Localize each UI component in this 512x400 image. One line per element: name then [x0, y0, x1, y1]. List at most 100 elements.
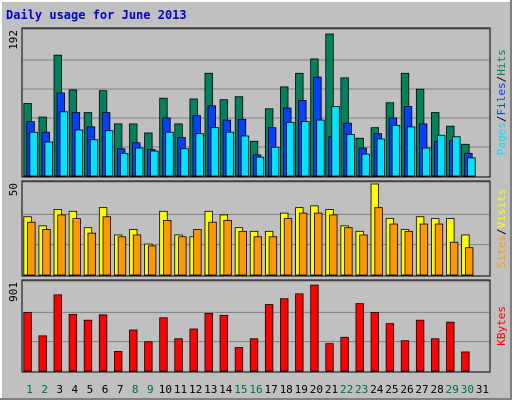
bar-pages-day-20 [316, 119, 325, 177]
legend-text: KBytes [495, 306, 508, 346]
bar-sites-day-15 [238, 230, 247, 276]
x-tick-label: 23 [355, 383, 368, 396]
bar-pages-day-12 [195, 133, 204, 177]
bar-pages-day-21 [331, 106, 340, 177]
x-tick-label: 5 [87, 383, 94, 396]
x-tick-label: 19 [295, 383, 308, 396]
bar-pages-day-4 [74, 129, 84, 177]
bar-pages-day-29 [452, 136, 461, 177]
bar-pages-day-6 [104, 130, 114, 177]
legend-separator: / [495, 228, 508, 235]
bar-sites-day-25 [389, 223, 398, 276]
bar-kbytes-day-19 [295, 293, 304, 372]
bar-kbytes-day-21 [325, 343, 334, 372]
y-max-label: 50 [7, 183, 20, 196]
bar-pages-day-7 [120, 152, 129, 177]
legend-separator: / [495, 116, 508, 123]
bar-pages-day-11 [180, 148, 189, 177]
x-tick-label: 11 [174, 383, 187, 396]
bar-pages-day-10 [165, 131, 174, 177]
panel-frame [21, 279, 491, 373]
x-tick-label: 12 [189, 383, 202, 396]
x-tick-label: 4 [72, 383, 79, 396]
x-tick-label: 25 [385, 383, 398, 396]
bar-sites-day-14 [223, 219, 232, 276]
bar-sites-day-24 [374, 207, 383, 276]
bar-pages-day-30 [467, 157, 476, 177]
x-tick-label: 14 [219, 383, 233, 396]
y-max-label: 192 [7, 30, 20, 50]
bar-kbytes-day-17 [264, 304, 274, 372]
bar-kbytes-day-7 [113, 351, 123, 372]
x-tick-label: 6 [102, 383, 109, 396]
panel-visits-sites: 50 Sites/Visits [7, 180, 508, 277]
bar-sites-day-23 [359, 234, 368, 276]
bar-kbytes-day-20 [310, 284, 319, 372]
x-tick-label: 24 [370, 383, 384, 396]
bar-kbytes-day-9 [144, 341, 153, 372]
bar-pages-day-18 [286, 121, 295, 177]
bar-kbytes-day-6 [98, 314, 108, 372]
bar-kbytes-day-13 [204, 312, 213, 372]
bar-sites-day-1 [27, 221, 36, 276]
legend-hits: Hits [495, 49, 508, 76]
bar-kbytes-day-27 [415, 319, 425, 372]
bar-kbytes-day-23 [355, 303, 364, 372]
x-tick-label: 7 [117, 383, 124, 396]
bar-pages-day-1 [29, 131, 38, 177]
bar-sites-day-12 [193, 229, 202, 276]
bar-kbytes-day-14 [219, 314, 229, 372]
legend-visits: Visits [495, 189, 508, 229]
x-axis-day-labels: 1 2 3 4 5 6 7 8 9 10 11 12 13 14 15 16 17 18 19 20 21 22 23 24 2… [26, 383, 489, 396]
x-tick-label: 13 [204, 383, 217, 396]
panel-legend: Sites/Visits [495, 189, 508, 269]
bar-sites-day-20 [314, 212, 323, 276]
x-tick-label: 9 [147, 383, 154, 396]
chart-panels: 192Pages/Files/Hits50Sites/Visits901KByt… [7, 27, 508, 373]
bar-kbytes-day-12 [189, 328, 198, 372]
legend-text: Pages/Files/Hits [495, 49, 508, 155]
bar-pages-day-19 [301, 121, 310, 177]
legend-kbytes: KBytes [495, 306, 508, 346]
bar-pages-day-2 [44, 141, 53, 177]
x-tick-label: 29 [446, 383, 459, 396]
bar-pages-day-16 [255, 156, 265, 177]
bar-sites-day-18 [283, 218, 293, 276]
bar-kbytes-day-4 [68, 313, 78, 372]
bar-pages-day-14 [225, 131, 235, 177]
bar-kbytes-day-8 [129, 329, 138, 372]
x-tick-label: 10 [159, 383, 172, 396]
bar-pages-day-9 [150, 150, 159, 177]
panel-frame [21, 27, 491, 178]
bar-sites-day-29 [449, 241, 459, 276]
bar-sites-day-2 [42, 229, 51, 276]
bar-kbytes-day-11 [174, 338, 183, 372]
bar-sites-day-19 [298, 212, 308, 276]
x-tick-label: 2 [41, 383, 48, 396]
x-tick-label: 18 [280, 383, 293, 396]
bar-kbytes-day-5 [83, 319, 93, 372]
x-tick-label: 30 [461, 383, 474, 396]
bar-pages-day-15 [240, 135, 250, 177]
legend-text: Sites/Visits [495, 189, 508, 269]
legend-files: Files [495, 82, 508, 115]
bar-sites-day-22 [344, 227, 353, 276]
x-tick-label: 26 [400, 383, 413, 396]
legend-sites: Sites [495, 235, 508, 268]
bar-pages-day-3 [59, 111, 68, 177]
x-tick-label: 22 [340, 383, 353, 396]
x-tick-label: 17 [264, 383, 277, 396]
bar-kbytes-day-25 [385, 323, 395, 372]
bar-sites-day-6 [102, 216, 112, 276]
bar-kbytes-day-24 [370, 311, 379, 372]
chart-title: Daily usage for June 2013 [6, 8, 187, 22]
bar-sites-day-30 [464, 247, 474, 276]
x-tick-label: 20 [310, 383, 323, 396]
bar-sites-day-5 [87, 232, 96, 276]
bar-kbytes-day-26 [400, 340, 410, 372]
bar-kbytes-day-28 [431, 338, 440, 372]
bar-pages-day-17 [270, 146, 280, 177]
bar-pages-day-13 [210, 127, 219, 177]
